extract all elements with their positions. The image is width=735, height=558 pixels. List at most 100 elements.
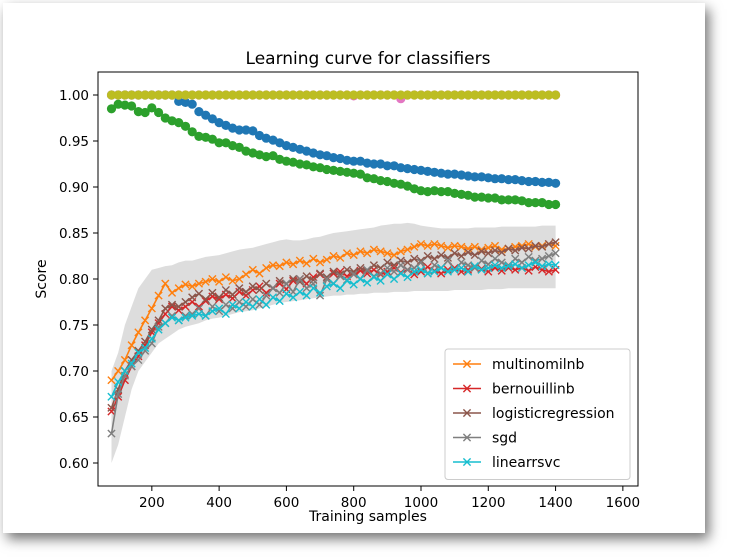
training-point <box>429 186 439 196</box>
series-point <box>430 267 439 276</box>
training-point <box>436 90 446 100</box>
series-point <box>538 262 547 271</box>
series-point <box>457 251 466 261</box>
series-point <box>289 293 298 302</box>
training-point <box>463 90 473 100</box>
training-point <box>423 187 433 197</box>
series-point <box>544 239 553 249</box>
series-point <box>275 262 284 271</box>
series-point <box>410 270 419 279</box>
series-point <box>262 291 271 300</box>
series-point <box>356 263 365 273</box>
training-point <box>342 167 352 177</box>
series-point <box>551 249 560 258</box>
training-point <box>221 90 231 100</box>
training-point <box>450 90 460 100</box>
series-point <box>490 261 500 270</box>
series-point <box>497 266 506 275</box>
training-point <box>133 107 143 117</box>
series-point <box>315 258 325 267</box>
series-point <box>551 238 560 247</box>
training-point <box>288 90 298 100</box>
series-point <box>235 274 244 284</box>
training-point <box>355 169 365 179</box>
training-point <box>248 90 258 100</box>
training-point <box>187 99 197 109</box>
legend-marker <box>462 433 472 442</box>
series-point <box>228 294 237 303</box>
training-point <box>147 103 157 113</box>
training-point <box>295 90 305 100</box>
training-point <box>362 173 372 183</box>
series-point <box>322 255 331 264</box>
series-point <box>215 295 224 304</box>
training-point <box>497 195 507 205</box>
series-point <box>423 251 432 261</box>
training-point <box>201 90 211 100</box>
legend-label: logisticregression <box>492 406 615 422</box>
training-point <box>416 186 426 196</box>
series-point <box>416 258 426 267</box>
series-point <box>383 263 392 273</box>
training-point <box>342 90 352 100</box>
training-point <box>362 90 372 100</box>
training-point <box>127 90 137 100</box>
series-point <box>134 328 143 337</box>
training-point <box>335 90 345 100</box>
series-point <box>389 261 399 270</box>
legend-marker <box>462 408 472 418</box>
training-point <box>201 110 211 120</box>
series-multinomilnb <box>107 239 560 385</box>
series-point <box>188 293 197 302</box>
series-point <box>389 250 399 260</box>
x-tick-label: 1400 <box>538 495 572 511</box>
series-point <box>295 256 304 265</box>
x-tick-label: 600 <box>274 495 300 511</box>
series-point <box>141 343 150 353</box>
series-point <box>349 280 358 289</box>
training-point <box>234 142 244 152</box>
series-point <box>430 254 439 263</box>
series-point <box>437 250 446 260</box>
series-point <box>336 272 345 281</box>
series-point <box>114 377 123 387</box>
series-point <box>161 304 170 313</box>
series-point <box>490 246 500 255</box>
series-point <box>524 252 533 262</box>
series-point <box>389 274 399 284</box>
training-point <box>140 90 150 100</box>
series-point <box>141 346 150 355</box>
series-point <box>194 289 204 298</box>
series-point <box>127 362 136 371</box>
training-point <box>551 199 561 210</box>
training-point <box>382 90 392 100</box>
series-point <box>538 265 547 274</box>
training-point <box>551 90 561 100</box>
series-point <box>228 300 237 309</box>
legend-label: sgd <box>492 431 517 447</box>
series-point <box>363 278 372 287</box>
series-point <box>268 261 278 270</box>
x-tick-label: 200 <box>139 495 165 511</box>
series-point <box>329 251 338 261</box>
training-point <box>207 114 217 124</box>
training-point <box>154 107 164 118</box>
training-point <box>470 172 480 182</box>
series-point <box>538 242 547 251</box>
series-point <box>134 348 143 357</box>
series-point <box>309 254 318 263</box>
training-point <box>335 166 345 176</box>
series-point <box>120 355 130 365</box>
series-point <box>396 269 405 278</box>
training-point <box>503 90 514 100</box>
series-point <box>235 284 244 293</box>
series-point <box>363 249 372 258</box>
series-point <box>181 280 190 289</box>
training-point <box>551 178 561 188</box>
series-point <box>255 285 264 295</box>
training-point <box>530 198 541 208</box>
series-point <box>201 295 210 304</box>
training-point <box>147 90 157 100</box>
legend-label: multinomilnb <box>492 357 585 373</box>
series-point <box>403 258 412 267</box>
